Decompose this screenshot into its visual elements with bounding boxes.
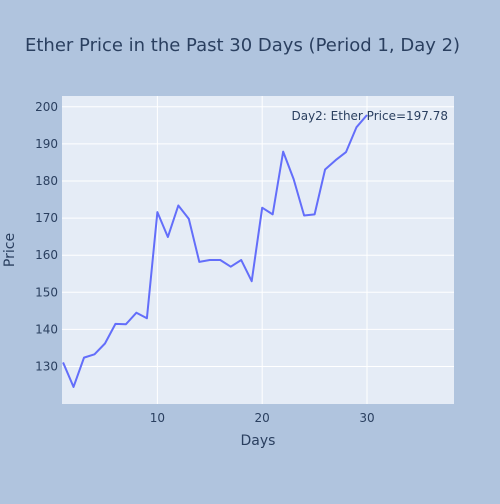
y-tick-label: 130	[35, 360, 58, 374]
x-tick-label: 20	[255, 411, 270, 425]
price-line	[62, 114, 368, 388]
tick-labels: 130 140 150 160 170 180 190 200 10 20 30	[35, 100, 375, 425]
y-tick-label: 180	[35, 174, 58, 188]
y-tick-label: 170	[35, 211, 58, 225]
y-tick-label: 160	[35, 248, 58, 262]
y-tick-label: 190	[35, 137, 58, 151]
annotation-label: Day2: Ether Price=197.78	[291, 109, 448, 123]
x-tick-label: 30	[359, 411, 374, 425]
y-tick-label: 200	[35, 100, 58, 114]
x-axis-label: Days	[241, 433, 276, 449]
plot-area	[62, 96, 454, 404]
y-axis-label: Price	[2, 233, 18, 267]
grid	[62, 96, 454, 404]
chart-title: Ether Price in the Past 30 Days (Period …	[25, 35, 460, 56]
y-tick-label: 150	[35, 285, 58, 299]
x-tick-label: 10	[150, 411, 165, 425]
y-tick-label: 140	[35, 322, 58, 336]
series-layer	[62, 114, 368, 388]
